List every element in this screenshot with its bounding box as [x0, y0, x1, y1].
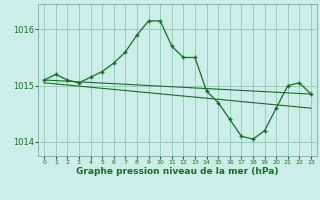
X-axis label: Graphe pression niveau de la mer (hPa): Graphe pression niveau de la mer (hPa)	[76, 167, 279, 176]
